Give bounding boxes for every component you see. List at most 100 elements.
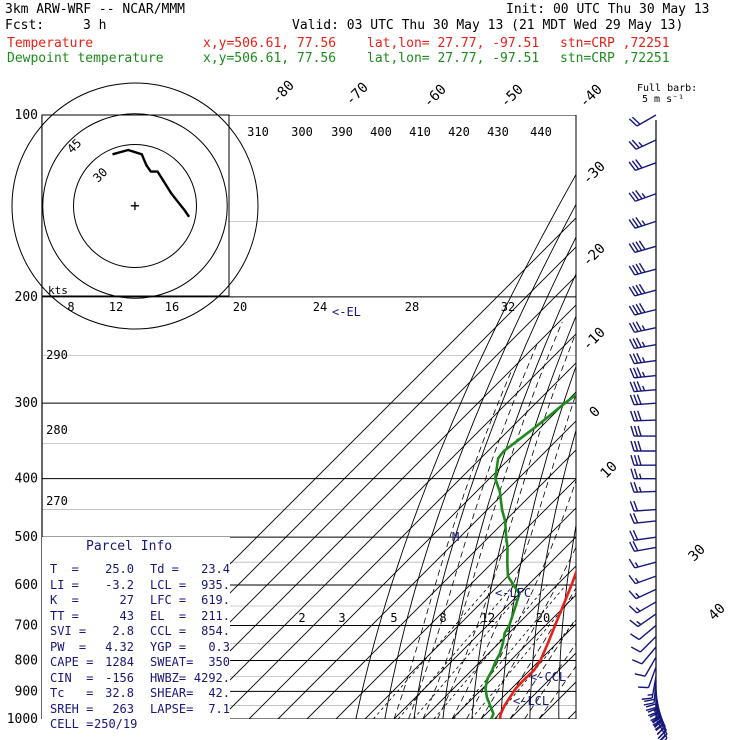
theta-label: 270	[46, 494, 68, 508]
parcel-info-value: 32.8	[105, 686, 134, 700]
forecast-hour: 3 h	[83, 18, 107, 33]
wind-barb	[629, 500, 657, 512]
hodograph-units-label: kts	[48, 284, 68, 297]
pressure-tick-label: 700	[15, 618, 38, 633]
wind-barb	[628, 283, 657, 297]
theta-label: 280	[46, 423, 68, 437]
dry-adiabat-line	[692, 115, 740, 732]
wind-barb	[641, 676, 657, 700]
dewpoint-station: stn=CRP ,72251	[560, 51, 670, 66]
wind-barb	[630, 624, 657, 641]
theta-label: 410	[409, 125, 431, 139]
wind-barb	[628, 190, 657, 202]
pressure-tick-label: 200	[15, 290, 38, 305]
theta-label: 390	[331, 125, 353, 139]
mixing-ratio-line	[413, 584, 529, 719]
wind-barb	[629, 352, 657, 365]
wind-barb	[629, 337, 657, 350]
parcel-info-value: Td =	[150, 562, 179, 576]
wind-barb	[628, 321, 657, 333]
mixing-ratio-label: 12	[481, 611, 495, 625]
parcel-info-value: T =	[50, 562, 79, 576]
pressure-tick-label: 900	[15, 684, 38, 699]
wind-barb	[630, 635, 657, 653]
parcel-info-value: CAPE =	[50, 655, 94, 669]
parcel-info-value: TT =	[50, 608, 79, 623]
temperature-xy: x,y=506.61, 77.56	[203, 36, 337, 51]
parcel-info-panel: Parcel Info T = 25.0 Td = 23.4 LI = -3.2 LCL =…	[42, 537, 230, 731]
isotherm-label: 40	[706, 601, 729, 624]
wind-barb	[634, 656, 657, 677]
isotherm-line	[277, 420, 576, 719]
moist-adiabat-line	[408, 344, 538, 719]
dry-adiabat-line	[667, 115, 740, 732]
mixing-ratio-label: 2	[298, 611, 305, 625]
wind-barb	[630, 454, 656, 466]
isotherm-label: 0	[587, 404, 604, 421]
isotherm-line	[306, 449, 576, 719]
isotherm-line	[422, 565, 576, 719]
level-marker-label: <-CCL	[530, 670, 566, 684]
parcel-info-value: 250/19	[94, 717, 138, 731]
parcel-info-value: 619.	[201, 593, 230, 607]
moist-adiabat-line	[538, 665, 576, 719]
isotherm-line	[509, 652, 576, 719]
parcel-info-value: 0.3	[208, 639, 230, 654]
pressure-tick-label: 100	[15, 108, 38, 123]
wind-barb	[628, 601, 657, 614]
mixing-ratio-label: 32	[501, 300, 515, 314]
parcel-info-value: LAPSE=	[150, 701, 194, 716]
theta-label: 420	[448, 125, 470, 139]
parcel-info-value: SWEAT=	[150, 655, 194, 669]
mixing-ratio-label: 8	[67, 300, 74, 314]
dewpoint-legend: Dewpoint temperature	[7, 51, 164, 66]
parcel-info-value: K =	[50, 593, 79, 607]
isotherm-line	[335, 478, 576, 719]
wind-barb	[631, 646, 657, 665]
parcel-info-value: SHEAR=	[150, 686, 194, 700]
isotherm-label: 10	[598, 459, 621, 482]
wind-barb	[645, 685, 657, 712]
parcel-info-value: -156	[105, 670, 134, 685]
parcel-info-value: 935.	[201, 577, 230, 592]
mixing-ratio-label: 20	[233, 300, 247, 314]
wind-barb	[628, 588, 657, 600]
theta-label: 300	[291, 125, 313, 139]
wind-barb	[628, 558, 657, 569]
wind-barb	[628, 159, 657, 172]
pressure-tick-label: 500	[15, 530, 38, 545]
hodograph-ring	[42, 113, 228, 299]
mixing-ratio-label: 5	[390, 611, 397, 625]
parcel-info-value: 4.32	[105, 639, 134, 654]
parcel-info-value: 350	[208, 655, 230, 669]
parcel-info-value: CCL =	[150, 624, 187, 638]
parcel-info-value: 211.	[201, 608, 230, 623]
dry-adiabat-line	[587, 115, 731, 732]
wind-barb	[629, 529, 657, 541]
moist-adiabat-line	[437, 331, 576, 719]
level-marker-label: <-LFC	[495, 586, 531, 600]
dry-adiabat-line	[615, 115, 740, 732]
mixing-ratio-label: 16	[165, 300, 179, 314]
mixing-ratio-line	[494, 619, 576, 719]
moist-adiabat-line	[509, 617, 576, 719]
moist-adiabat-line	[393, 370, 512, 719]
dry-adiabat-line	[355, 173, 576, 719]
wind-barb	[630, 425, 656, 437]
parcel-info-value: 25.0	[105, 562, 134, 576]
wind-barb	[628, 303, 657, 316]
dry-adiabat-line	[717, 115, 740, 732]
parcel-info-value: LFC =	[150, 593, 187, 607]
isotherm-label: -30	[580, 159, 609, 188]
pressure-tick-label: 600	[15, 578, 38, 593]
parcel-info-value: PW =	[50, 639, 87, 654]
parcel-info-value: -3.2	[105, 577, 134, 592]
temperature-profile	[498, 568, 576, 719]
pressure-tick-label: 300	[15, 396, 38, 411]
wind-barb	[628, 240, 657, 254]
parcel-info-value: 42.	[208, 686, 230, 700]
parcel-info-value: YGP =	[150, 639, 187, 654]
parcel-info-value: 854.	[201, 624, 230, 638]
dry-adiabat-line	[413, 236, 576, 719]
temperature-legend: Temperature	[7, 36, 94, 51]
